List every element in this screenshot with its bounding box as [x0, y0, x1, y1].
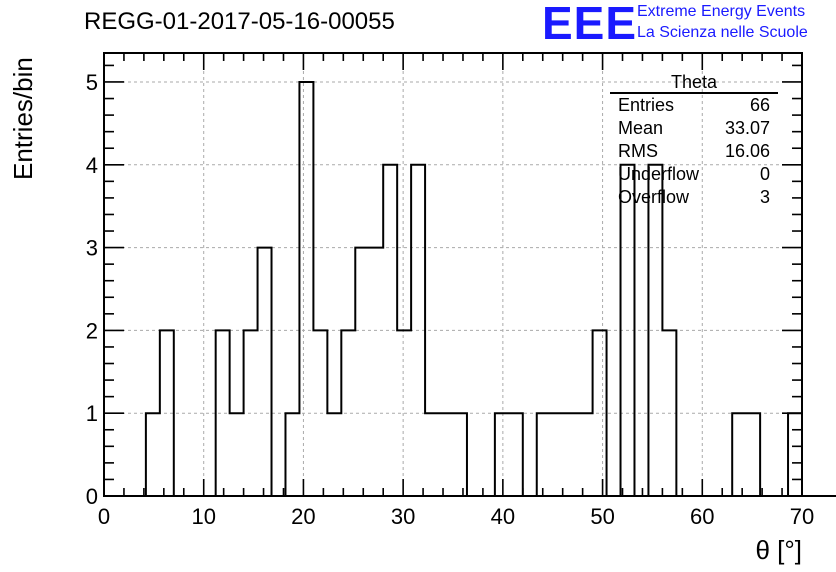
stats-value: 16.06 — [724, 141, 770, 161]
y-tick-label: 0 — [86, 484, 98, 509]
histogram-bin — [425, 413, 439, 496]
stats-row-entries: Entries 66 — [610, 94, 778, 117]
stats-label: Overflow — [618, 187, 690, 207]
y-tick-label: 4 — [86, 153, 98, 178]
stats-row-underflow: Underflow 0 — [610, 163, 778, 186]
stats-label: Underflow — [618, 164, 700, 184]
histogram-series — [104, 80, 836, 497]
stats-label: Entries — [618, 95, 675, 115]
eee-logo: EEE — [542, 0, 638, 49]
stats-value: 0 — [759, 164, 770, 184]
histogram-bin — [327, 413, 341, 496]
histogram-bin — [299, 82, 313, 496]
histogram-bin — [732, 413, 746, 496]
histogram-bin — [383, 165, 397, 496]
stats-row-overflow: Overflow 3 — [610, 186, 778, 209]
stats-row-mean: Mean 33.07 — [610, 117, 778, 140]
x-tick-label: 30 — [391, 504, 415, 529]
histogram-bin — [439, 413, 453, 496]
logo-line-2: La Scienza nelle Scuole — [637, 24, 808, 41]
histogram-bin — [258, 248, 272, 496]
x-tick-label: 40 — [491, 504, 515, 529]
stats-value: 3 — [759, 187, 770, 207]
y-tick-label: 1 — [86, 401, 98, 426]
histogram-bin — [230, 413, 244, 496]
plot-frame — [103, 52, 803, 497]
chart-title: REGG-01-2017-05-16-00055 — [84, 8, 395, 35]
logo-line-1: Extreme Energy Events — [637, 3, 806, 20]
histogram-bin — [216, 330, 230, 496]
x-tick-label: 10 — [191, 504, 215, 529]
histogram-bin — [551, 413, 565, 496]
x-tick-label: 60 — [690, 504, 714, 529]
x-tick-label: 0 — [98, 504, 110, 529]
y-axis-label: Entries/bin — [8, 57, 38, 180]
histogram-bin — [453, 413, 467, 496]
histogram-bin — [355, 248, 369, 496]
y-tick-label: 3 — [86, 236, 98, 261]
histogram-bin — [565, 413, 579, 496]
histogram-bin — [746, 413, 760, 496]
x-axis-label: θ [°] — [755, 535, 802, 565]
stats-label: RMS — [618, 141, 658, 161]
stats-row-rms: RMS 16.06 — [610, 140, 778, 163]
y-tick-label: 5 — [86, 70, 98, 95]
x-tick-label: 50 — [590, 504, 614, 529]
stats-title: Theta — [610, 72, 778, 94]
histogram-bin — [509, 413, 523, 496]
histogram-bin — [537, 413, 551, 496]
histogram-bin — [341, 330, 355, 496]
histogram-bin — [495, 413, 509, 496]
x-tick-label: 70 — [790, 504, 814, 529]
histogram-bin — [579, 413, 593, 496]
stats-label: Mean — [618, 118, 664, 138]
y-tick-label: 2 — [86, 318, 98, 343]
stats-value: 33.07 — [724, 118, 770, 138]
histogram-bin — [369, 248, 383, 496]
histogram-bin — [285, 413, 299, 496]
x-tick-label: 20 — [291, 504, 315, 529]
stats-value: 66 — [749, 95, 770, 115]
axis-ticks — [103, 53, 803, 497]
histogram-outline — [104, 80, 836, 497]
stats-box: Theta Entries 66 Mean 33.07 RMS 16.06 Un… — [610, 72, 778, 209]
histogram-bin — [788, 413, 802, 496]
histogram-bin — [146, 413, 160, 496]
